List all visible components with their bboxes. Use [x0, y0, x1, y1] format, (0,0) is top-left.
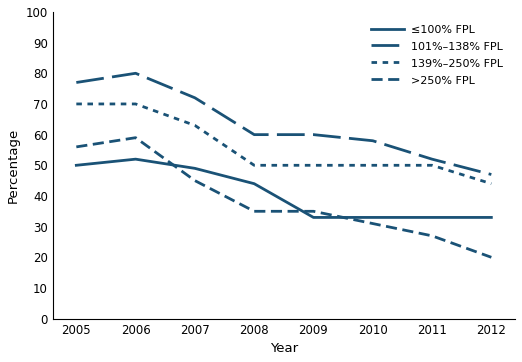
Line: 101%–138% FPL: 101%–138% FPL	[76, 73, 491, 174]
≤100% FPL	[370, 215, 376, 220]
101%–138% FPL	[251, 132, 257, 137]
≤100% FPL	[192, 166, 198, 171]
101%–138% FPL	[133, 71, 139, 75]
≤100% FPL	[133, 157, 139, 161]
139%–250% FPL	[429, 163, 435, 168]
139%–250% FPL	[251, 163, 257, 168]
139%–250% FPL	[73, 102, 79, 106]
>250% FPL	[311, 209, 317, 214]
139%–250% FPL	[488, 181, 494, 186]
>250% FPL	[429, 233, 435, 238]
139%–250% FPL	[311, 163, 317, 168]
Line: 139%–250% FPL: 139%–250% FPL	[76, 104, 491, 184]
>250% FPL	[73, 145, 79, 149]
101%–138% FPL	[429, 157, 435, 161]
>250% FPL	[192, 178, 198, 183]
101%–138% FPL	[311, 132, 317, 137]
Y-axis label: Percentage: Percentage	[7, 128, 20, 203]
101%–138% FPL	[488, 172, 494, 177]
≤100% FPL	[73, 163, 79, 168]
>250% FPL	[251, 209, 257, 214]
101%–138% FPL	[73, 80, 79, 85]
≤100% FPL	[311, 215, 317, 220]
Line: >250% FPL: >250% FPL	[76, 138, 491, 257]
X-axis label: Year: Year	[270, 342, 298, 355]
>250% FPL	[370, 222, 376, 226]
>250% FPL	[133, 135, 139, 140]
101%–138% FPL	[192, 96, 198, 100]
≤100% FPL	[251, 181, 257, 186]
Line: ≤100% FPL: ≤100% FPL	[76, 159, 491, 218]
≤100% FPL	[429, 215, 435, 220]
139%–250% FPL	[370, 163, 376, 168]
Legend: ≤100% FPL, 101%–138% FPL, 139%–250% FPL, >250% FPL: ≤100% FPL, 101%–138% FPL, 139%–250% FPL,…	[364, 17, 509, 92]
>250% FPL	[488, 255, 494, 260]
101%–138% FPL	[370, 139, 376, 143]
139%–250% FPL	[192, 123, 198, 127]
139%–250% FPL	[133, 102, 139, 106]
≤100% FPL	[488, 215, 494, 220]
